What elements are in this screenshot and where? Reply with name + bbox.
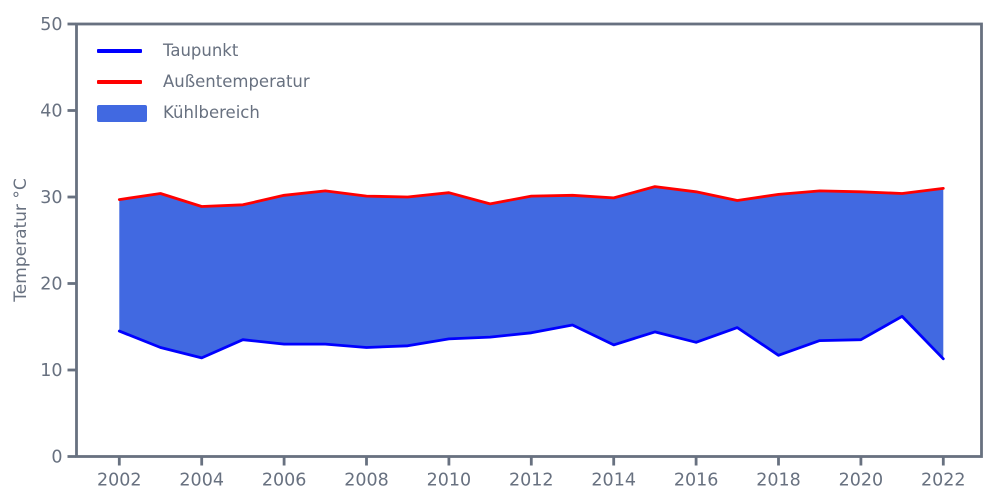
taupunkt-line — [117, 314, 945, 361]
x-tick-label: 2006 — [262, 471, 307, 491]
x-tick-label: 2008 — [344, 471, 389, 491]
kuehlbereich-area — [119, 186, 944, 359]
y-tick-label: 0 — [51, 448, 62, 468]
axes-border — [75, 22, 983, 458]
y-tick-label: 40 — [40, 102, 62, 122]
x-tick-label: 2004 — [179, 471, 224, 491]
kuehlbereich-patch-icon — [97, 104, 147, 122]
aussentemperatur-line-swatch — [97, 80, 163, 84]
legend-label-aussentemperatur: Außentemperatur — [163, 71, 310, 91]
y-tick-label: 50 — [40, 15, 62, 35]
taupunkt-line-icon — [97, 49, 142, 53]
y-tick-label: 30 — [40, 188, 62, 208]
y-tick-label: 10 — [40, 361, 62, 381]
legend: Taupunkt Außentemperatur Kühlbereich — [97, 40, 310, 124]
legend-label-taupunkt: Taupunkt — [163, 40, 239, 60]
legend-entry-taupunkt: Taupunkt — [97, 40, 310, 62]
x-tick-label: 2016 — [674, 471, 719, 491]
x-tick-label: 2002 — [97, 471, 142, 491]
legend-label-kuehlbereich: Kühlbereich — [163, 102, 260, 122]
legend-entry-aussentemperatur: Außentemperatur — [97, 71, 310, 93]
x-tick-label: 2022 — [921, 471, 966, 491]
y-tick-label: 20 — [40, 275, 62, 295]
x-tick-label: 2012 — [509, 471, 554, 491]
y-axis-label: Temperatur °C — [11, 178, 31, 302]
x-tick-label: 2010 — [427, 471, 472, 491]
legend-entry-kuehlbereich: Kühlbereich — [97, 102, 310, 124]
aussentemperatur-line — [117, 185, 945, 208]
x-tick-label: 2020 — [839, 471, 884, 491]
taupunkt-line-swatch — [97, 49, 163, 53]
kuehlbereich-patch-swatch — [97, 104, 163, 122]
x-tick-label: 2018 — [756, 471, 801, 491]
x-tick-label: 2014 — [591, 471, 636, 491]
aussentemperatur-line-icon — [97, 80, 142, 84]
